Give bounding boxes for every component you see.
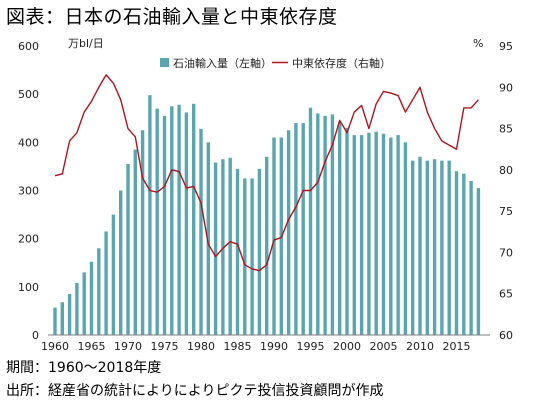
bar-oil-import <box>352 135 356 335</box>
bar-oil-import <box>440 160 444 335</box>
bar-oil-import <box>403 142 408 335</box>
bar-oil-import <box>389 137 393 335</box>
bar-oil-import <box>345 127 349 335</box>
bar-oil-import <box>323 115 327 335</box>
bar-oil-import <box>82 272 86 335</box>
legend-swatch-bar <box>160 58 169 67</box>
bar-oil-import <box>286 130 291 335</box>
x-tick-label: 2005 <box>370 340 398 353</box>
bar-oil-import <box>469 180 473 335</box>
source-note: 出所：経産省の統計によりによりピクテ投信投資顧問が作成 <box>6 383 384 399</box>
x-tick-label: 1990 <box>260 340 288 353</box>
x-tick-label: 2015 <box>443 340 471 353</box>
bar-oil-import <box>126 164 130 335</box>
right-y-tick-label: 80 <box>499 164 513 177</box>
bar-oil-import <box>67 294 72 335</box>
right-y-tick-label: 85 <box>499 123 513 136</box>
bar-oil-import <box>257 168 262 335</box>
bar-oil-import <box>462 173 466 335</box>
bar-oil-import <box>184 112 189 335</box>
right-y-tick-label: 75 <box>499 205 513 218</box>
bar-oil-import <box>206 142 210 335</box>
right-y-tick-label: 65 <box>499 288 513 301</box>
bar-oil-import <box>432 159 437 335</box>
x-tick-label: 2000 <box>333 340 361 353</box>
right-y-tick-label: 60 <box>499 329 513 342</box>
bar-oil-import <box>177 104 181 335</box>
bar-oil-import <box>155 108 159 336</box>
legend-label-line: 中東依存度（右軸） <box>292 56 391 70</box>
right-y-tick-label: 95 <box>499 40 513 53</box>
bar-oil-import <box>301 123 305 335</box>
bar-oil-import <box>97 248 101 335</box>
bar-oil-import <box>250 178 254 335</box>
bar-oil-import <box>316 113 320 336</box>
bar-oil-import <box>104 231 108 335</box>
x-tick-label: 1960 <box>41 340 69 353</box>
figure-title: 図表：日本の石油輸入量と中東依存度 <box>6 6 338 28</box>
period-note: 期間：1960～2018年度 <box>6 360 162 376</box>
x-tick-label: 1975 <box>151 340 179 353</box>
bar-oil-import <box>53 307 57 335</box>
bar-oil-import <box>199 128 203 335</box>
bar-oil-import <box>330 114 335 336</box>
x-tick-label: 1965 <box>78 340 106 353</box>
right-y-tick-label: 70 <box>499 246 513 259</box>
right-y-tick-label: 90 <box>499 81 513 94</box>
bar-oil-import <box>308 107 313 336</box>
left-axis-unit-label: 万bl/日 <box>68 37 104 50</box>
left-y-tick-label: 500 <box>18 88 39 101</box>
legend-label-bar: 石油輸入量（左軸） <box>173 56 272 70</box>
right-axis-unit-label: % <box>473 37 483 50</box>
bar-oil-import <box>272 137 276 335</box>
bar-oil-import <box>119 190 123 335</box>
left-y-tick-label: 200 <box>18 233 39 246</box>
left-y-tick-label: 100 <box>18 281 39 294</box>
x-tick-label: 2010 <box>406 340 434 353</box>
bar-oil-import <box>162 115 167 335</box>
bar-oil-import <box>133 149 137 335</box>
bar-oil-import <box>454 171 459 335</box>
bar-oil-import <box>170 106 174 336</box>
bar-oil-import <box>367 132 371 335</box>
bar-oil-import <box>338 122 342 335</box>
bar-oil-import <box>359 135 364 335</box>
x-tick-label: 1970 <box>114 340 142 353</box>
bar-oil-import <box>418 156 422 335</box>
bar-oil-import <box>235 168 240 335</box>
bar-oil-import <box>111 214 116 335</box>
bar-oil-import <box>381 133 386 335</box>
left-y-tick-label: 300 <box>18 185 39 198</box>
bar-oil-import <box>75 282 79 335</box>
bar-oil-import <box>140 130 145 335</box>
x-tick-label: 1980 <box>187 340 215 353</box>
left-y-tick-label: 0 <box>32 329 39 342</box>
x-tick-label: 1995 <box>297 340 325 353</box>
bar-oil-import <box>243 178 247 335</box>
bar-oil-import <box>396 135 400 335</box>
bar-oil-import <box>221 159 225 335</box>
x-tick-label: 1985 <box>224 340 252 353</box>
bar-oil-import <box>374 131 378 335</box>
bar-oil-import <box>213 162 218 335</box>
bar-oil-import <box>476 188 481 335</box>
bar-oil-import <box>294 123 298 335</box>
bar-oil-import <box>60 302 64 335</box>
bar-oil-import <box>192 103 196 335</box>
left-y-tick-label: 400 <box>18 136 39 149</box>
bar-oil-import <box>265 156 269 335</box>
bar-oil-import <box>425 160 429 335</box>
bar-oil-import <box>148 95 152 335</box>
bar-oil-import <box>89 261 94 335</box>
line-middle-east-dependency <box>54 74 479 272</box>
left-y-tick-label: 600 <box>18 40 39 53</box>
bar-oil-import <box>228 157 232 335</box>
bar-oil-import <box>411 160 415 335</box>
bar-oil-import <box>447 160 451 335</box>
